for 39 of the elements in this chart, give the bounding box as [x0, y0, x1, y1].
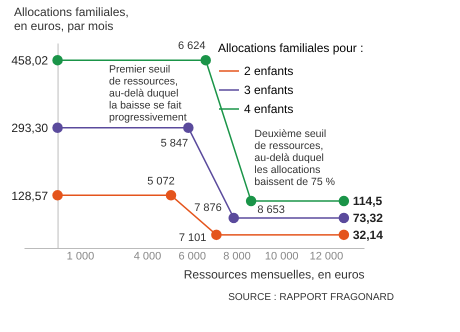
x-tick-label: 12 000: [310, 250, 344, 262]
y-tick-label: 293,30: [11, 121, 48, 136]
point: [338, 230, 350, 240]
y-axis-title: Allocations familiales, en euros, par mois: [14, 5, 129, 33]
point: [52, 54, 63, 66]
point: [246, 196, 256, 206]
annotation: 5 072: [147, 175, 175, 188]
annotation: Premier seuil de ressources, au-delà duquel la baisse se fait progressivement: [109, 63, 187, 124]
x-tick-label: 6 000: [178, 250, 206, 262]
point: [228, 212, 239, 224]
legend-label: 3 enfants: [244, 83, 294, 97]
annotation: 8 653: [257, 204, 285, 216]
point: [52, 122, 63, 133]
point: [52, 190, 63, 201]
annotation: Deuxième seuil de ressources, au-delà duquel les allocations baissent de 75 %: [254, 128, 335, 188]
data-label: 114,5: [352, 194, 383, 208]
data-label: 73,32: [352, 210, 384, 225]
y-tick-label: 458,02: [11, 54, 48, 68]
point: [338, 212, 350, 224]
legend-label: 4 enfants: [244, 102, 294, 116]
point: [166, 190, 176, 201]
point: [338, 196, 350, 206]
legend-label: 2 enfants: [244, 64, 294, 78]
data-label: 32,14: [352, 228, 384, 242]
x-tick-label: 10 000: [264, 250, 299, 262]
annotation: 5 847: [160, 138, 188, 150]
x-tick-label: 1 000: [66, 250, 94, 262]
x-tick-label: 4 000: [134, 250, 162, 262]
point: [211, 230, 222, 240]
y-tick-label: 128,57: [11, 188, 48, 203]
point: [200, 54, 211, 66]
x-tick-label: 8 000: [223, 250, 251, 262]
annotation: 7 876: [194, 202, 222, 214]
point: [183, 122, 194, 133]
annotation: 6 624: [178, 40, 206, 52]
source-note: SOURCE : RAPPORT FRAGONARD: [228, 292, 394, 303]
annotation: 7 101: [178, 232, 206, 244]
legend-title: Allocations familiales pour :: [218, 41, 364, 55]
x-axis-title: Ressources mensuelles, en euros: [184, 268, 364, 282]
